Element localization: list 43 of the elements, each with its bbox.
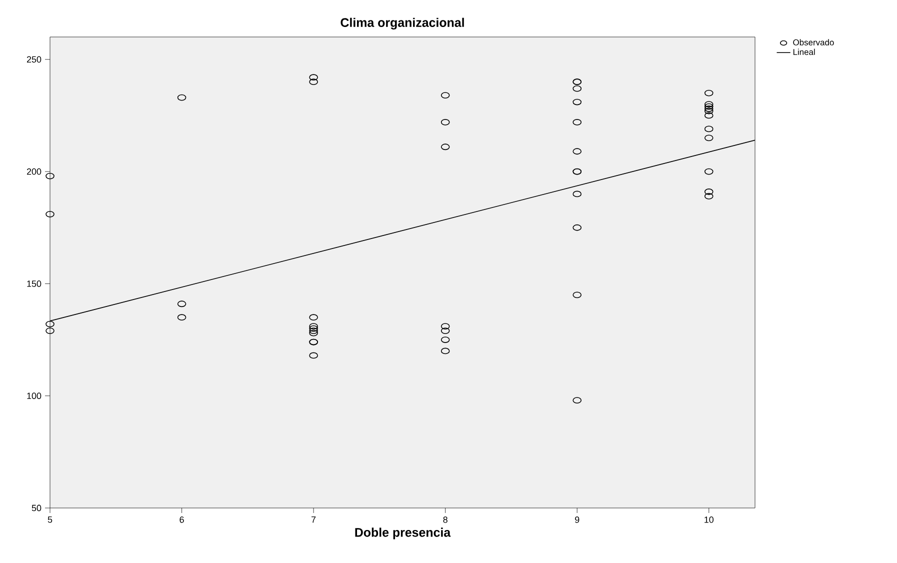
- y-tick-label: 100: [27, 392, 42, 400]
- point: [572, 98, 582, 106]
- point: [177, 314, 186, 321]
- point: [704, 168, 714, 175]
- y-tick-label: 200: [26, 168, 42, 175]
- point: [440, 348, 450, 354]
- point: [177, 94, 186, 101]
- point: [46, 172, 54, 180]
- point: [704, 126, 714, 132]
- point: [46, 320, 54, 328]
- x-tick-label: 5: [48, 516, 52, 523]
- point: [572, 397, 582, 404]
- x-tick-label: 10: [704, 516, 714, 523]
- point: [440, 323, 450, 330]
- point: [572, 85, 582, 92]
- point: [572, 292, 582, 298]
- x-tick-label: 6: [180, 516, 184, 523]
- legend-label: Observado: [793, 39, 834, 46]
- point: [46, 210, 54, 218]
- legend-label: Lineal: [793, 48, 815, 56]
- point: [309, 74, 318, 81]
- point: [309, 328, 318, 334]
- x-tick-label: 7: [312, 516, 316, 523]
- y-tick-label: 150: [27, 280, 42, 287]
- point: [704, 134, 714, 142]
- point: [309, 78, 318, 86]
- point: [572, 224, 582, 231]
- point: [309, 314, 318, 321]
- point: [704, 112, 714, 119]
- point: [440, 144, 450, 150]
- point: [177, 300, 186, 308]
- point: [309, 323, 318, 330]
- point: [704, 90, 714, 96]
- x-axis-title: Doble presencia: [355, 528, 451, 540]
- point: [309, 352, 318, 359]
- chart-title: Clima organizacional: [340, 18, 464, 30]
- point: [46, 328, 54, 334]
- y-tick-label: 50: [32, 504, 42, 512]
- x-tick-label: 9: [575, 516, 580, 523]
- y-tick-label: 250: [26, 56, 42, 63]
- point: [572, 148, 582, 155]
- x-tick-label: 8: [443, 516, 448, 523]
- point: [572, 190, 582, 198]
